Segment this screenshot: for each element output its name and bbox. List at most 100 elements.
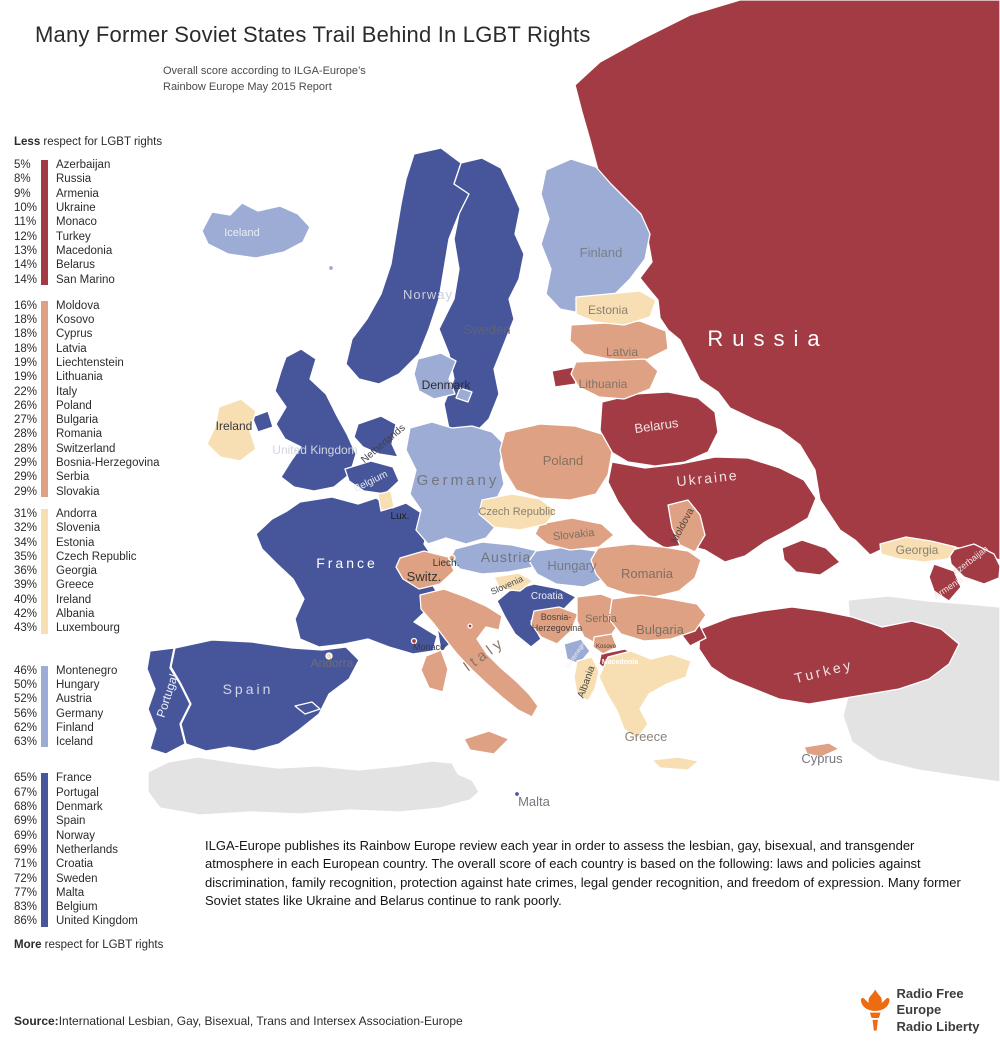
legend-item: 72% Sweden bbox=[14, 871, 199, 885]
country-spain-balearics bbox=[294, 701, 321, 715]
legend-item-country: Montenegro bbox=[56, 664, 118, 677]
legend-item-pct: 62% bbox=[14, 721, 38, 734]
legend-item-country: Lithuania bbox=[56, 371, 103, 384]
country-monaco bbox=[410, 637, 418, 645]
map-label-croatia: Croatia bbox=[531, 591, 564, 602]
country-austria bbox=[449, 541, 539, 575]
legend-item-pct: 40% bbox=[14, 593, 38, 606]
map-label-france: France bbox=[316, 555, 378, 571]
country-montenegro bbox=[563, 638, 591, 665]
legend-item-country: Poland bbox=[56, 399, 92, 412]
legend-item: 31% Andorra bbox=[14, 507, 199, 521]
map-label-spain: Spain bbox=[223, 681, 274, 697]
legend-item-country: Spain bbox=[56, 815, 86, 828]
legend-item: 18% Latvia bbox=[14, 342, 199, 356]
map-label-sweden: Sweden bbox=[464, 322, 511, 337]
map-label-herzegovina: Herzegovina bbox=[532, 623, 583, 633]
subtitle-line-1: Overall score according to ILGA-Europe’s bbox=[163, 65, 366, 77]
legend-item-country: Austria bbox=[56, 693, 92, 706]
map-label-denmark: Denmark bbox=[422, 378, 472, 392]
legend-item-pct: 77% bbox=[14, 886, 38, 899]
legend-item-country: Macedonia bbox=[56, 244, 113, 257]
legend-item-country: Azerbaijan bbox=[56, 159, 111, 172]
map-label-kosovo: Kosovo bbox=[596, 644, 617, 650]
legend-item: 29% Serbia bbox=[14, 470, 199, 484]
map-label-germany: Germany bbox=[417, 472, 500, 489]
legend-item-pct: 5% bbox=[14, 159, 31, 172]
map-label-hungary: Hungary bbox=[547, 558, 597, 573]
country-estonia bbox=[575, 290, 657, 326]
legend-item-country: Greece bbox=[56, 579, 94, 592]
legend-item-country: Slovenia bbox=[56, 522, 101, 535]
map-label-norway: Norway bbox=[403, 287, 453, 302]
country-russia bbox=[574, 0, 1000, 561]
legend-item: 29% Bosnia-Herzegovina bbox=[14, 456, 199, 470]
map-label-finland: Finland bbox=[580, 245, 623, 260]
legend-item-country: Sweden bbox=[56, 872, 98, 885]
country-turkey bbox=[698, 606, 960, 705]
legend-item: 8% Russia bbox=[14, 172, 199, 186]
region-north-africa bbox=[147, 756, 480, 816]
country-poland bbox=[499, 423, 613, 501]
country-slovakia bbox=[534, 517, 615, 551]
legend-item-country: Croatia bbox=[56, 858, 94, 871]
legend-item: 42% Albania bbox=[14, 607, 199, 621]
legend-item-pct: 83% bbox=[14, 901, 38, 914]
country-united-kingdom bbox=[274, 348, 357, 492]
legend-item-country: Germany bbox=[56, 707, 104, 720]
legend-item: 14% Belarus bbox=[14, 258, 199, 272]
country-sweden bbox=[438, 157, 525, 440]
legend-item-country: San Marino bbox=[56, 273, 115, 286]
legend-top-label: Less respect for LGBT rights bbox=[14, 136, 199, 148]
legend-item-pct: 12% bbox=[14, 230, 38, 243]
legend-item-pct: 50% bbox=[14, 678, 38, 691]
legend-item: 18% Kosovo bbox=[14, 313, 199, 327]
score-legend: Less respect for LGBT rights 5% Azerbaija… bbox=[14, 136, 199, 951]
legend-item-pct: 63% bbox=[14, 736, 38, 749]
map-label-serbia: Serbia bbox=[585, 613, 618, 625]
legend-group-1: 5% Azerbaijan 8% Russia 9% Armenia 10% Ukraine 1… bbox=[14, 158, 199, 287]
legend-item-pct: 18% bbox=[14, 342, 38, 355]
map-label-cyprus: Cyprus bbox=[801, 751, 843, 766]
legend-item-country: Armenia bbox=[56, 187, 99, 200]
legend-item-country: Slovakia bbox=[56, 485, 100, 498]
country-portugal bbox=[146, 647, 191, 755]
legend-item: 69% Spain bbox=[14, 814, 199, 828]
legend-item: 52% Austria bbox=[14, 692, 199, 706]
legend-item-country: Georgia bbox=[56, 565, 97, 578]
legend-color-bar bbox=[41, 508, 48, 634]
map-label-ireland: Ireland bbox=[216, 419, 253, 433]
rferl-logo-text: Radio Free Europe Radio Liberty bbox=[896, 986, 1000, 1035]
legend-bottom-label-rest: respect for LGBT rights bbox=[41, 938, 164, 951]
legend-item: 29% Slovakia bbox=[14, 485, 199, 499]
legend-item: 65% France bbox=[14, 771, 199, 785]
legend-item: 10% Ukraine bbox=[14, 201, 199, 215]
legend-item-pct: 22% bbox=[14, 385, 38, 398]
legend-item-pct: 9% bbox=[14, 187, 31, 200]
legend-item: 12% Turkey bbox=[14, 229, 199, 243]
legend-item-pct: 29% bbox=[14, 457, 38, 470]
country-denmark-islands bbox=[455, 387, 473, 403]
country-armenia bbox=[928, 563, 962, 602]
legend-item: 50% Hungary bbox=[14, 678, 199, 692]
country-iceland bbox=[201, 202, 311, 259]
legend-bottom-label: More respect for LGBT rights bbox=[14, 939, 199, 951]
legend-item: 11% Monaco bbox=[14, 215, 199, 229]
legend-item-pct: 18% bbox=[14, 314, 38, 327]
legend-item-country: Liechtenstein bbox=[56, 357, 124, 369]
map-label-czech-republic: Czech Republic bbox=[478, 506, 556, 518]
legend-item: 36% Georgia bbox=[14, 564, 199, 578]
legend-item-pct: 10% bbox=[14, 202, 38, 215]
map-label-monaco: Monaco bbox=[413, 642, 445, 652]
legend-item-pct: 14% bbox=[14, 273, 38, 286]
legend-color-bar bbox=[41, 160, 48, 285]
country-romania bbox=[590, 543, 702, 598]
legend-item: 22% Italy bbox=[14, 384, 199, 398]
legend-item-pct: 18% bbox=[14, 328, 38, 341]
country-albania bbox=[573, 656, 600, 702]
map-label-malta: Malta bbox=[518, 794, 551, 809]
map-subtitle: Overall score according to ILGA-Europe’s… bbox=[163, 64, 366, 96]
legend-item-pct: 19% bbox=[14, 357, 38, 369]
legend-item-country: Netherlands bbox=[56, 843, 119, 856]
